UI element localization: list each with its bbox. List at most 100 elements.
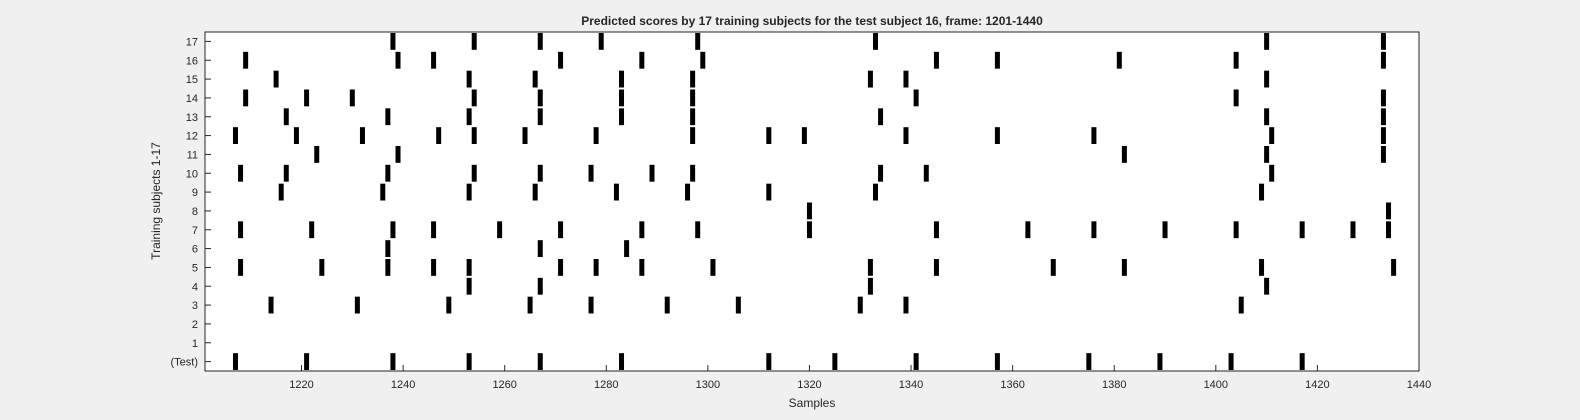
event-mark [593, 259, 599, 276]
event-mark [867, 277, 873, 295]
x-tick-label: 1300 [696, 379, 720, 391]
event-mark [1121, 259, 1127, 276]
y-tick-label: 13 [186, 112, 198, 124]
event-mark [532, 70, 538, 88]
event-mark [1259, 183, 1265, 201]
event-mark [1264, 146, 1270, 163]
event-mark [1264, 33, 1270, 50]
event-mark [1386, 202, 1392, 220]
event-mark [1264, 70, 1270, 88]
event-mark [1233, 221, 1239, 239]
event-mark [319, 259, 325, 276]
event-mark [923, 164, 929, 182]
event-mark [1121, 146, 1127, 163]
axis-ticks: 1220 1240 1260 1280 1300 1320 1340 1360 1380 1400… [171, 36, 1432, 391]
event-mark [385, 259, 391, 276]
event-mark [558, 259, 564, 276]
event-mark [933, 221, 939, 239]
event-mark [1259, 259, 1265, 276]
event-mark [238, 221, 244, 239]
event-mark [1299, 221, 1305, 239]
event-mark [1050, 259, 1056, 276]
event-mark [867, 70, 873, 88]
event-mark [619, 89, 625, 107]
event-mark [598, 33, 604, 50]
x-tick-label: 1240 [391, 379, 415, 391]
event-mark [471, 164, 477, 182]
event-mark [436, 127, 442, 144]
event-mark [1233, 51, 1239, 69]
event-mark [537, 240, 543, 257]
event-mark [903, 127, 909, 144]
y-tick-label: 4 [192, 281, 198, 293]
event-mark [283, 164, 289, 182]
event-mark [1269, 164, 1275, 182]
x-tick-label: 1440 [1407, 379, 1431, 391]
event-mark [466, 70, 472, 88]
event-mark [309, 221, 315, 239]
x-tick-label: 1220 [289, 379, 313, 391]
event-mark [664, 296, 670, 314]
event-mark [293, 127, 299, 144]
event-mark [619, 353, 625, 370]
event-mark [903, 296, 909, 314]
event-mark [431, 259, 437, 276]
event-mark [913, 353, 919, 370]
event-mark [872, 33, 878, 50]
event-mark [695, 221, 701, 239]
event-mark [1162, 221, 1168, 239]
y-tick-label: (Test) [171, 357, 199, 369]
event-mark [522, 127, 528, 144]
event-mark [537, 108, 543, 126]
y-tick-label: 7 [192, 225, 198, 237]
event-mark [537, 164, 543, 182]
event-mark [238, 164, 244, 182]
y-tick-label: 16 [186, 55, 198, 67]
event-mark [1380, 146, 1386, 163]
event-mark [1380, 33, 1386, 50]
event-mark [466, 259, 472, 276]
event-mark [1269, 127, 1275, 144]
plot-area [205, 32, 1419, 371]
event-mark [395, 51, 401, 69]
event-mark [1091, 127, 1097, 144]
event-mark [1380, 51, 1386, 69]
event-mark [532, 183, 538, 201]
event-mark [878, 164, 884, 182]
event-mark [619, 108, 625, 126]
event-mark [395, 146, 401, 163]
event-mark [933, 51, 939, 69]
event-mark [1264, 108, 1270, 126]
event-mark [624, 240, 630, 257]
event-mark [1238, 296, 1244, 314]
event-mark [690, 108, 696, 126]
event-mark [690, 70, 696, 88]
event-mark [806, 202, 812, 220]
event-mark [700, 51, 706, 69]
event-mark [639, 221, 645, 239]
event-mark [613, 183, 619, 201]
event-mark [1380, 108, 1386, 126]
event-mark [314, 146, 320, 163]
event-mark [471, 127, 477, 144]
event-mark [690, 164, 696, 182]
event-mark [593, 127, 599, 144]
event-mark [1264, 277, 1270, 295]
event-mark [537, 353, 543, 370]
event-mark [537, 277, 543, 295]
event-marks [232, 33, 1397, 370]
event-mark [273, 70, 279, 88]
event-mark [390, 353, 396, 370]
event-mark [304, 353, 310, 370]
event-mark [878, 108, 884, 126]
event-mark [903, 70, 909, 88]
event-mark [1091, 221, 1097, 239]
event-mark [471, 89, 477, 107]
y-tick-label: 15 [186, 74, 198, 86]
event-mark [766, 353, 772, 370]
event-mark [735, 296, 741, 314]
chart-title: Predicted scores by 17 training subjects… [581, 14, 1043, 28]
event-mark [801, 127, 807, 144]
event-mark [238, 259, 244, 276]
